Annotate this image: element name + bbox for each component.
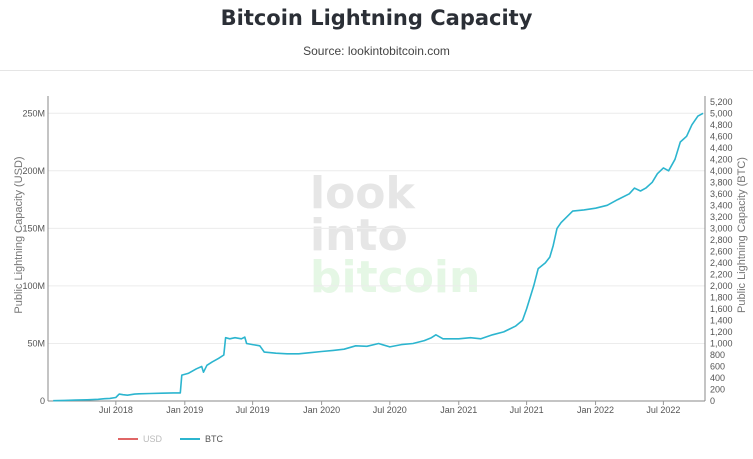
legend-label-btc: BTC <box>205 434 224 444</box>
watermark-logo: look into bitcoin <box>310 168 480 303</box>
x-tick-label: Jan 2020 <box>303 405 340 415</box>
legend-item-btc[interactable]: BTC <box>180 434 223 444</box>
y-right-tick-label: 1,800 <box>710 292 733 302</box>
legend-swatch-btc <box>180 438 201 440</box>
y-left-tick-label: 50M <box>27 338 45 348</box>
legend-swatch-usd <box>118 438 138 440</box>
y-right-tick-label: 2,200 <box>710 269 733 279</box>
watermark-word: into <box>310 210 408 261</box>
y-right-tick-label: 2,000 <box>710 281 733 291</box>
y-left-tick-label: 150M <box>22 223 45 233</box>
y-right-tick-label: 1,600 <box>710 304 733 314</box>
y-left-tick-label: 250M <box>22 108 45 118</box>
chart-title: Bitcoin Lightning Capacity <box>220 6 533 30</box>
y-left-axis: 0 50M 100M 150M 200M 250M <box>22 108 45 406</box>
x-tick-label: Jan 2019 <box>166 405 203 415</box>
y-left-tick-label: 200M <box>22 166 45 176</box>
series-line-btc <box>53 112 704 402</box>
y-right-tick-label: 2,800 <box>710 235 733 245</box>
legend-label-usd: USD <box>143 434 163 444</box>
y-right-tick-label: 5,000 <box>710 108 733 118</box>
y-right-tick-label: 2,400 <box>710 258 733 268</box>
y-right-tick-label: 1,000 <box>710 338 733 348</box>
y-right-tick-label: 400 <box>710 373 725 383</box>
x-tick-label: Jul 2020 <box>373 405 407 415</box>
chart-subtitle: Source: lookintobitcoin.com <box>303 44 450 58</box>
y-right-axis-title: Public Lightning Capacity (BTC) <box>736 157 748 313</box>
x-tick-label: Jul 2019 <box>236 405 270 415</box>
y-right-tick-label: 200 <box>710 384 725 394</box>
x-tick-label: Jul 2018 <box>99 405 133 415</box>
y-right-tick-label: 3,400 <box>710 200 733 210</box>
y-right-tick-label: 4,400 <box>710 143 733 153</box>
y-right-axis: 02004006008001,0001,2001,4001,6001,8002,… <box>710 97 733 406</box>
y-right-tick-label: 3,000 <box>710 223 733 233</box>
x-tick-label: Jan 2021 <box>440 405 477 415</box>
y-left-axis-title: Public Lightning Capacity (USD) <box>13 156 25 313</box>
y-right-tick-label: 4,200 <box>710 154 733 164</box>
y-right-tick-label: 3,200 <box>710 212 733 222</box>
y-right-tick-label: 1,400 <box>710 315 733 325</box>
y-right-tick-label: 0 <box>710 396 715 406</box>
y-left-tick-label: 0 <box>40 396 45 406</box>
header-divider <box>0 70 753 71</box>
y-right-tick-label: 4,600 <box>710 131 733 141</box>
legend-item-usd[interactable]: USD <box>118 434 162 444</box>
grid-lines <box>48 112 705 344</box>
y-right-tick-label: 3,600 <box>710 189 733 199</box>
x-axis: Jul 2018 Jan 2019 Jul 2019 Jan 2020 Jul 2020… <box>99 401 680 415</box>
y-right-tick-label: 4,000 <box>710 166 733 176</box>
watermark-word: bitcoin <box>310 252 480 303</box>
y-right-tick-label: 800 <box>710 350 725 360</box>
x-tick-label: Jul 2021 <box>510 405 544 415</box>
x-tick-label: Jul 2022 <box>646 405 680 415</box>
watermark-word: look <box>310 168 417 219</box>
y-right-tick-label: 1,200 <box>710 327 733 337</box>
y-left-tick-label: 100M <box>22 281 45 291</box>
x-tick-label: Jan 2022 <box>577 405 614 415</box>
y-right-tick-label: 5,200 <box>710 97 733 107</box>
y-right-tick-label: 4,800 <box>710 120 733 130</box>
legend: USD BTC <box>118 434 223 444</box>
y-right-tick-label: 600 <box>710 361 725 371</box>
y-right-tick-label: 3,800 <box>710 177 733 187</box>
y-right-tick-label: 2,600 <box>710 246 733 256</box>
series-layer <box>53 112 704 402</box>
